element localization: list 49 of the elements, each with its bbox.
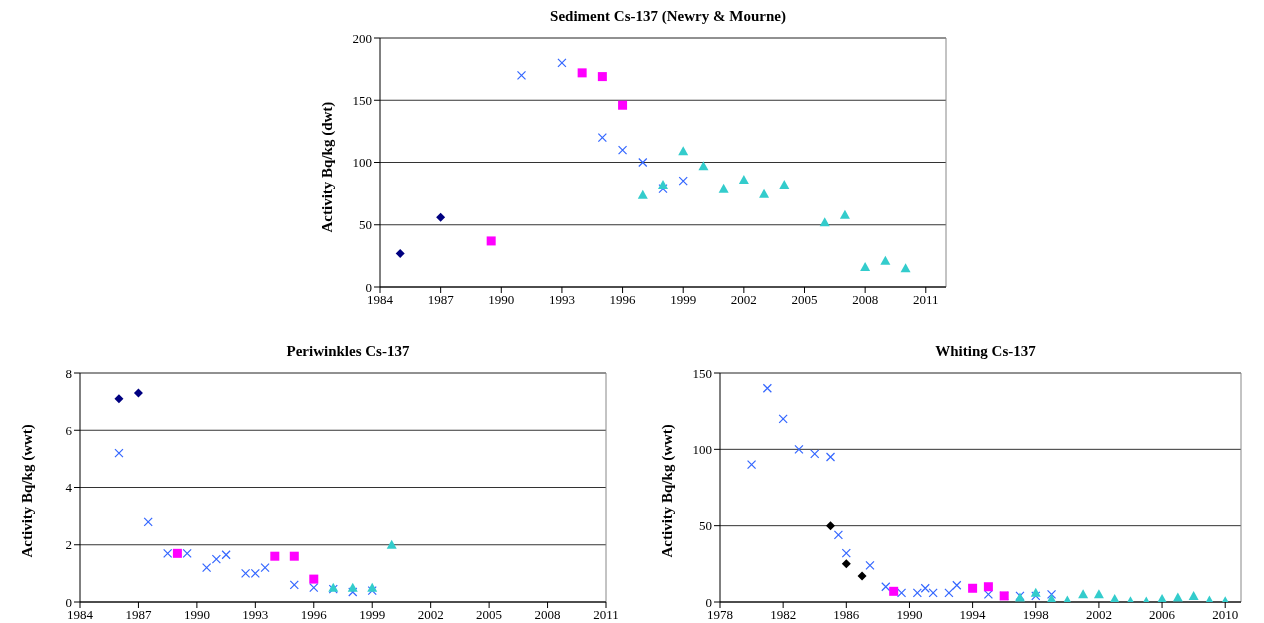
x-tick-label: 1999: [670, 292, 697, 308]
x-tick-label: 1993: [242, 607, 269, 623]
y-tick-label: 2: [65, 537, 72, 553]
y-axis-title: Activity Bq/kg (dwt): [319, 101, 337, 233]
x-tick-label: 1996: [300, 607, 328, 623]
x-tick-label: 1986: [833, 607, 860, 623]
x-tick-label: 2005: [791, 292, 818, 308]
y-axis-title: Activity Bq/kg (wwt): [19, 424, 37, 558]
y-tick-label: 4: [65, 480, 73, 496]
y-tick-label: 100: [692, 441, 712, 457]
x-tick-label: 1999: [359, 607, 386, 623]
y-tick-label: 150: [352, 92, 372, 108]
x-tick-label: 1998: [1022, 607, 1049, 623]
x-tick-label: 1987: [125, 607, 152, 623]
x-tick-label: 1982: [770, 607, 797, 623]
x-tick-label: 2002: [1085, 607, 1112, 623]
y-tick-label: 50: [699, 518, 712, 534]
x-tick-label: 1978: [707, 607, 733, 623]
y-tick-label: 100: [352, 155, 372, 171]
x-tick-label: 2008: [534, 607, 561, 623]
y-tick-label: 8: [65, 365, 72, 381]
y-axis-title: Activity Bq/kg (wwt): [659, 424, 677, 558]
y-tick-label: 6: [65, 422, 73, 438]
x-tick-label: 1990: [183, 607, 210, 623]
x-tick-label: 1990: [896, 607, 923, 623]
chart-title: Sediment Cs-137 (Newry & Mourne): [549, 8, 787, 26]
x-tick-label: 2006: [1149, 607, 1176, 623]
x-tick-label: 1990: [488, 292, 515, 308]
x-tick-label: 2002: [417, 607, 444, 623]
y-tick-label: 150: [692, 365, 712, 381]
x-tick-label: 2011: [913, 292, 939, 308]
chart-title: Periwinkles Cs-137: [285, 343, 411, 361]
x-tick-label: 1994: [959, 607, 987, 623]
y-tick-label: 0: [365, 279, 372, 295]
x-tick-label: 2008: [852, 292, 879, 308]
x-tick-label: 2005: [476, 607, 503, 623]
x-tick-label: 2011: [593, 607, 619, 623]
chart-title: Whiting Cs-137: [934, 343, 1037, 361]
x-tick-label: 1987: [427, 292, 455, 308]
x-tick-label: 1984: [367, 292, 394, 308]
x-tick-label: 1993: [548, 292, 575, 308]
y-tick-label: 0: [705, 594, 712, 610]
y-tick-label: 0: [65, 594, 72, 610]
y-tick-label: 200: [352, 30, 372, 46]
x-tick-label: 1984: [67, 607, 94, 623]
x-tick-label: 1996: [609, 292, 637, 308]
y-tick-label: 50: [359, 217, 372, 233]
x-tick-label: 2002: [730, 292, 757, 308]
x-tick-label: 2010: [1212, 607, 1239, 623]
